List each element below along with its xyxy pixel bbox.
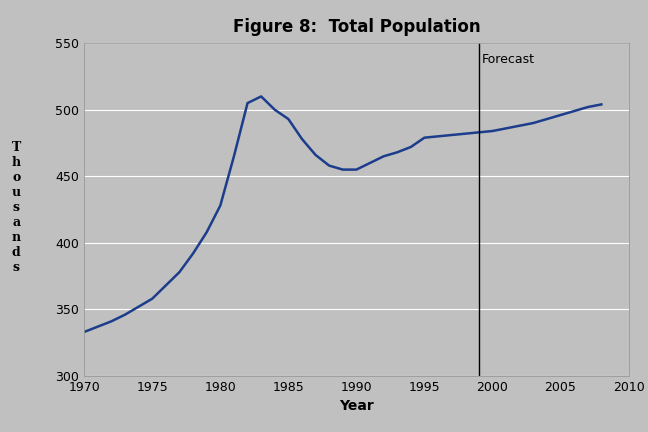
Text: Forecast: Forecast xyxy=(481,53,535,66)
Title: Figure 8:  Total Population: Figure 8: Total Population xyxy=(233,18,480,36)
X-axis label: Year: Year xyxy=(339,399,374,413)
Text: T
h
o
u
s
a
n
d
s: T h o u s a n d s xyxy=(12,141,21,274)
